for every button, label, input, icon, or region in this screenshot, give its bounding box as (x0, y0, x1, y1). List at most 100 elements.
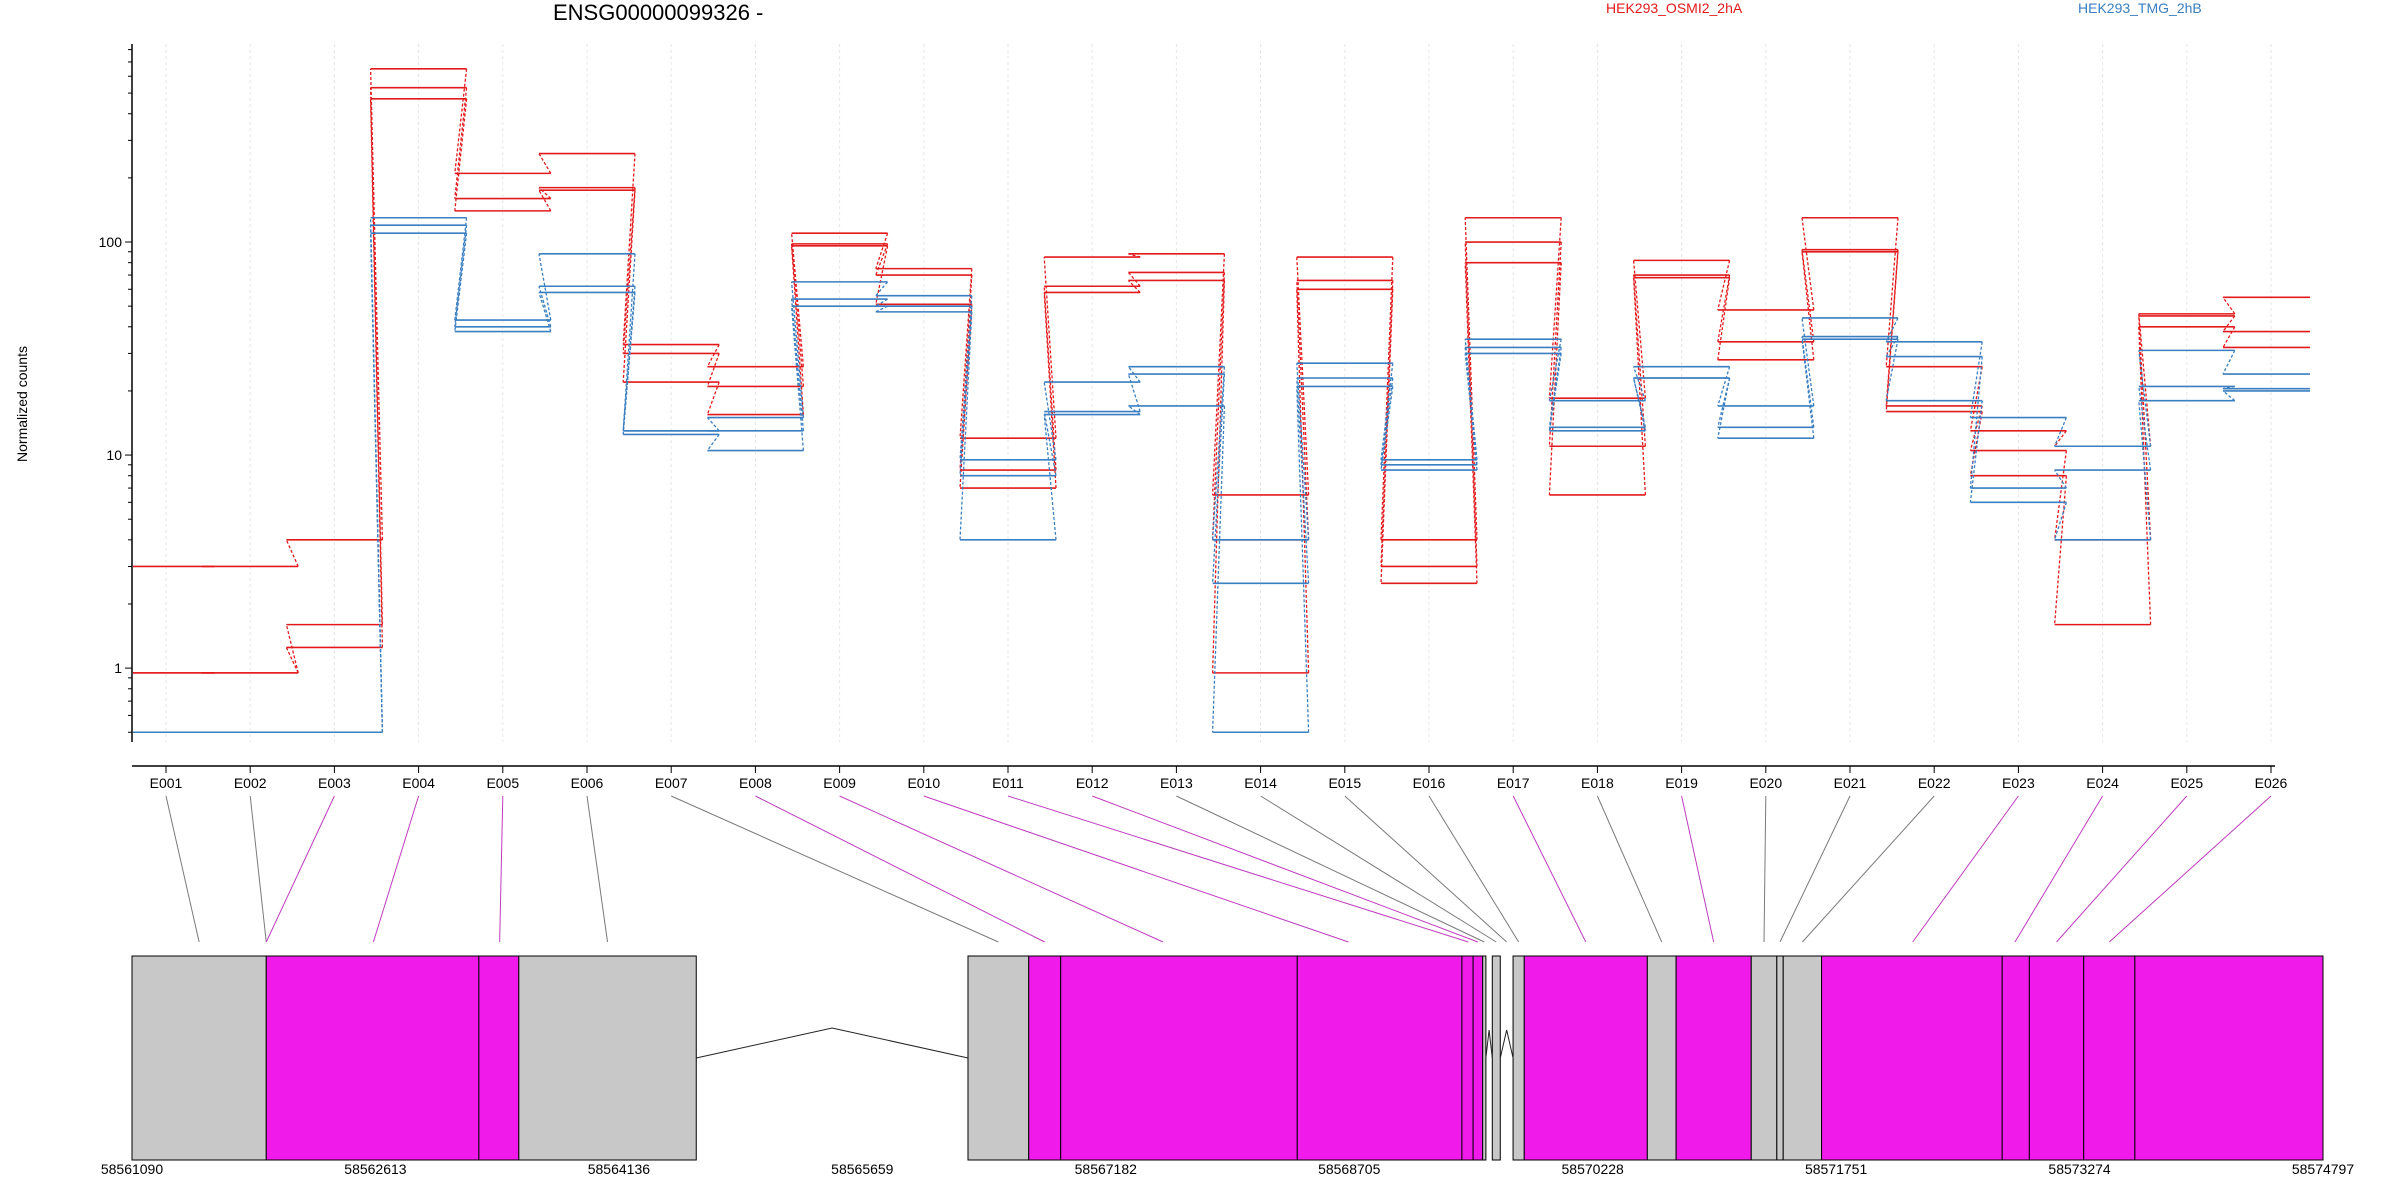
series-6-connector-19 (1717, 377, 1731, 439)
series-1-connector-20 (1801, 217, 1815, 311)
series-3-connector-21 (1885, 251, 1899, 412)
link-e019 (1681, 795, 1715, 943)
x-tick-label-e018: E018 (1581, 775, 1614, 791)
x-tick-label-e007: E007 (655, 775, 688, 791)
series-6-connector-17 (1548, 353, 1562, 431)
link-e009 (839, 795, 1164, 943)
series-1-connector-16 (1464, 217, 1478, 540)
series-6-connector-5 (538, 292, 552, 332)
series-4-connector-17 (1548, 339, 1562, 401)
x-tick-label-e012: E012 (1076, 775, 1109, 791)
x-tick-label-e009: E009 (823, 775, 856, 791)
series-2-connector-15 (1380, 280, 1394, 567)
genomic-tick-label: 58564136 (588, 1161, 651, 1177)
link-e008 (755, 795, 1045, 943)
link-e013 (1176, 795, 1485, 943)
exon-block-18 (1776, 955, 1784, 1161)
series-3-connector-5 (538, 189, 552, 212)
link-e012 (1092, 795, 1479, 943)
link-e017 (1512, 795, 1587, 943)
intron-1 (696, 1027, 969, 1059)
exon-block-22 (2028, 955, 2085, 1161)
chart-title: ENSG00000099326 - (553, 0, 764, 25)
exon-block-7 (1060, 955, 1298, 1161)
link-e016 (1428, 795, 1520, 943)
exon-block-15 (1646, 955, 1677, 1161)
series-1-connector-6 (622, 153, 636, 345)
series-5-connector-19 (1717, 377, 1731, 428)
series-4-connector-9 (875, 281, 889, 297)
series-5-connector-4 (454, 225, 468, 327)
series-3-connector-18 (1632, 277, 1647, 495)
series-2-connector-18 (1632, 274, 1647, 447)
series-6-connector-6 (622, 292, 636, 435)
series-1-connector-3 (369, 68, 384, 540)
x-tick-label-e013: E013 (1160, 775, 1193, 791)
series-1-connector-15 (1380, 257, 1394, 540)
x-tick-label-e015: E015 (1328, 775, 1361, 791)
legend-tmg: HEK293_TMG_2hB (2078, 0, 2202, 16)
series-5-connector-22 (1969, 356, 1983, 489)
x-tick-label-e020: E020 (1749, 775, 1782, 791)
exon-block-21 (2001, 955, 2030, 1161)
series-6-connector-21 (1885, 339, 1899, 401)
series-6-connector-11 (1043, 414, 1057, 540)
x-tick-label-e016: E016 (1413, 775, 1446, 791)
gene-model (131, 955, 2324, 1161)
series-2-connector-12 (1127, 271, 1141, 287)
x-tick-label-e002: E002 (234, 775, 267, 791)
axes: 1 10 100 E001 E002 E003 E004 E005 E006 E007 E008 E0… (99, 44, 2288, 791)
series-4-connector-22 (1969, 341, 1983, 418)
series-4-connector-11 (1043, 382, 1057, 460)
link-e004 (372, 795, 420, 943)
link-e005 (499, 795, 504, 943)
series-6-connector-20 (1801, 339, 1815, 439)
series-4-connector-5 (538, 253, 552, 321)
series-2-connector-8 (790, 243, 805, 387)
series-2-connector-4 (454, 87, 468, 199)
series-6-connector-24 (2138, 400, 2152, 540)
series-6-connector-7 (706, 434, 720, 451)
x-tick-label-e004: E004 (402, 775, 435, 791)
series-5-connector-9 (875, 298, 888, 307)
series-1-connector-18 (1632, 260, 1647, 399)
series-4-connector-12 (1127, 366, 1141, 383)
link-e001 (165, 795, 200, 943)
x-tick-label-e025: E025 (2170, 775, 2203, 791)
series-6-connector-8 (790, 306, 805, 451)
series-4-connector-18 (1632, 366, 1647, 401)
series-4-connector-23 (2053, 417, 2068, 447)
series-5-connector-11 (1043, 411, 1057, 476)
series-2-connector-23 (2053, 450, 2068, 540)
series-4-connector-13 (1211, 366, 1226, 540)
series-3-connector-17 (1548, 262, 1562, 495)
genomic-tick-label: 58573274 (2048, 1161, 2111, 1177)
x-tick-label-e024: E024 (2086, 775, 2119, 791)
series-6-connector-14 (1296, 386, 1310, 733)
series-2-connector-11 (1043, 286, 1057, 471)
series-3-connector-7 (706, 381, 720, 415)
series-2-connector-19 (1717, 274, 1731, 342)
series-1-connector-23 (2054, 430, 2067, 447)
series-3-connector-8 (790, 245, 805, 415)
series-6-connector-10 (959, 311, 973, 540)
link-e024 (2014, 795, 2104, 943)
series-3-connector-11 (1043, 292, 1057, 489)
exon-block-11 (1482, 955, 1487, 1161)
link-e018 (1596, 795, 1663, 943)
series-6-connector-4 (454, 233, 468, 332)
exon-block-13 (1512, 955, 1525, 1161)
series-1-connector-21 (1885, 217, 1899, 367)
series-4-connector-8 (790, 281, 805, 418)
series-2-connector-14 (1296, 280, 1310, 540)
link-e023 (1912, 795, 2019, 943)
x-tick-label-e011: E011 (992, 775, 1024, 791)
genomic-tick-label: 58567182 (1075, 1161, 1138, 1177)
x-tick-label-e008: E008 (739, 775, 772, 791)
series-2-connector-2 (285, 624, 299, 674)
series-2-connector-21 (1885, 249, 1899, 407)
exon-block-12 (1491, 955, 1501, 1161)
link-e002 (249, 795, 267, 943)
genomic-tick-label: 58570228 (1562, 1161, 1625, 1177)
exon-block-17 (1750, 955, 1778, 1161)
